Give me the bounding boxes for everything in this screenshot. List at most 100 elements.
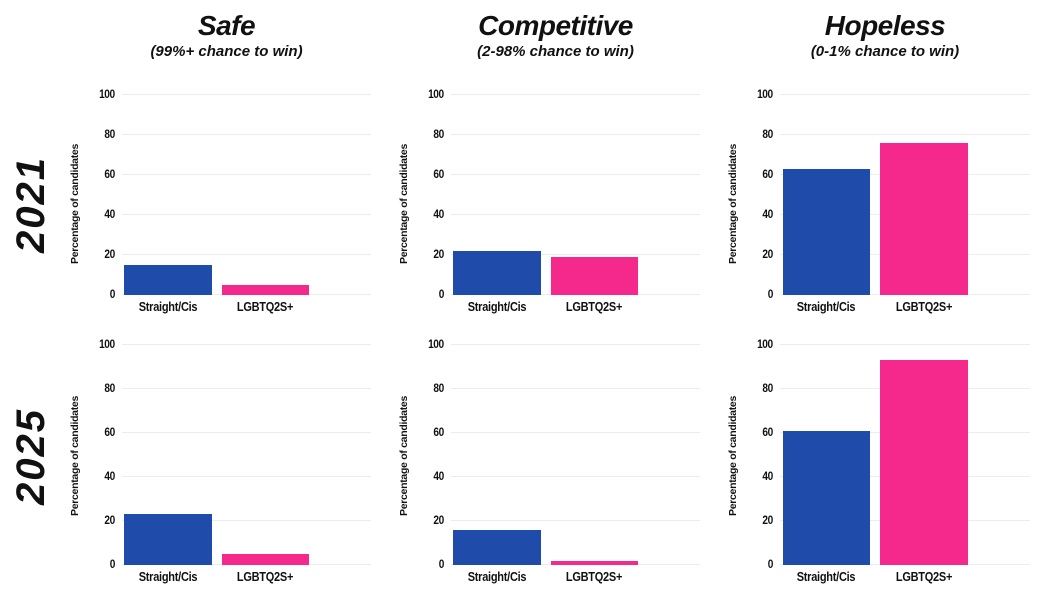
plot-column: 0 20 40 60 80 100 Straight/Cis LGBTQ2S+ [417,321,720,591]
y-tick-label: 60 [762,426,774,439]
y-tick-label: 100 [428,338,444,351]
row-label-2021: 2021 [8,156,53,253]
y-tick-label: 80 [104,382,116,395]
y-axis-label-text: Percentage of candidates [69,144,81,265]
chart-2021-competitive: Percentage of candidates 0 20 40 60 80 100 Stra… [391,88,720,321]
y-tick-label: 20 [104,514,116,527]
gridline [451,174,700,175]
bar-straight-cis [782,169,870,295]
column-title-hopeless: Hopeless [824,10,946,41]
y-axis-label-text: Percentage of candidates [398,395,410,516]
y-tick-label: 20 [433,248,445,261]
y-tick-label: 100 [99,88,115,101]
plot-area: 0 20 40 60 80 100 [428,89,700,300]
plot-column: 0 20 40 60 80 100 Straight/Cis LGBTQ2S+ [88,321,391,591]
y-tick-label: 80 [433,382,445,395]
bar-straight-cis [453,529,541,565]
y-tick-label: 100 [99,338,115,351]
y-tick-label: 0 [109,288,116,301]
gridline [122,134,371,135]
x-axis-labels: Straight/Cis LGBTQ2S+ [122,295,371,321]
x-tick-label-straight-cis: Straight/Cis [796,570,856,584]
gridline [122,214,371,215]
y-tick-label: 60 [104,426,116,439]
column-subtitle-hopeless: (0-1% chance to win) [810,43,960,61]
y-axis-label-text: Percentage of candidates [69,395,81,516]
y-tick-label: 40 [104,470,116,483]
y-axis-label: Percentage of candidates [391,88,417,321]
y-axis-label: Percentage of candidates [62,88,88,321]
chart-row-2021: 2021 Percentage of candidates 0 20 40 60 80 10… [0,88,1050,321]
bar-lgbtq2s [880,143,968,295]
y-axis-label: Percentage of candidates [720,321,746,591]
y-tick-label: 0 [767,558,774,571]
chart-2021-hopeless: Percentage of candidates 0 20 40 60 80 100 Stra… [720,88,1050,321]
gridline [122,432,371,433]
column-title-safe: Safe [197,10,256,41]
y-tick-label: 20 [104,248,116,261]
plot-column: 0 20 40 60 80 100 Straight/Cis LGBTQ2S+ [417,88,720,321]
gridline [122,94,371,95]
chart-2021-safe: Percentage of candidates 0 20 40 60 80 100 Stra… [62,88,391,321]
y-tick-label: 0 [438,558,445,571]
y-tick-label: 80 [762,382,774,395]
x-tick-label-lgbtq2s: LGBTQ2S+ [566,300,623,314]
plot-area: 0 20 40 60 80 100 [99,89,371,300]
x-tick-label-straight-cis: Straight/Cis [467,570,527,584]
y-tick-label: 80 [104,128,116,141]
bar-straight-cis [124,265,212,295]
plot-area: 0 20 40 60 80 100 [428,339,700,570]
bar-lgbtq2s [221,285,309,295]
y-tick-label: 40 [104,208,116,221]
bar-lgbtq2s [550,257,638,295]
x-tick-label-lgbtq2s: LGBTQ2S+ [237,300,294,314]
x-tick-label-straight-cis: Straight/Cis [796,300,856,314]
gridline [451,476,700,477]
column-header-hopeless: Hopeless (0-1% chance to win) [720,0,1050,88]
x-axis-labels: Straight/Cis LGBTQ2S+ [451,295,700,321]
x-tick-label-straight-cis: Straight/Cis [467,300,527,314]
y-tick-label: 80 [433,128,445,141]
y-tick-label: 100 [428,88,444,101]
y-tick-label: 0 [438,288,445,301]
bar-lgbtq2s [550,560,638,565]
y-axis-label-text: Percentage of candidates [727,395,739,516]
column-header-row: Safe (99%+ chance to win) Competitive (2… [0,0,1050,88]
row-label-cell-2025: 2025 [0,321,62,591]
y-tick-label: 60 [104,168,116,181]
x-tick-label-lgbtq2s: LGBTQ2S+ [895,300,953,314]
y-tick-label: 100 [757,338,773,351]
y-axis-label-text: Percentage of candidates [727,144,739,265]
y-axis-label: Percentage of candidates [391,321,417,591]
column-subtitle-safe: (99%+ chance to win) [150,43,303,61]
y-tick-label: 40 [762,470,774,483]
gridline [122,344,371,345]
x-tick-label-straight-cis: Straight/Cis [138,570,198,584]
chart-row-2025: 2025 Percentage of candidates 0 20 40 60 80 10… [0,321,1050,591]
gridline [451,344,700,345]
x-axis-labels: Straight/Cis LGBTQ2S+ [122,565,371,591]
y-tick-label: 60 [433,168,445,181]
gridline [451,214,700,215]
y-tick-label: 100 [757,88,773,101]
x-axis-labels: Straight/Cis LGBTQ2S+ [451,565,700,591]
x-tick-label-lgbtq2s: LGBTQ2S+ [895,570,953,584]
y-tick-label: 20 [433,514,445,527]
y-tick-label: 20 [762,514,774,527]
y-tick-label: 0 [109,558,116,571]
column-subtitle-competitive: (2-98% chance to win) [477,43,634,61]
y-tick-label: 40 [433,470,445,483]
gridline [122,254,371,255]
gridline [451,388,700,389]
plot-column: 0 20 40 60 80 100 Straight/Cis LGBTQ2S+ [746,88,1050,321]
column-header-safe: Safe (99%+ chance to win) [62,0,391,88]
bar-straight-cis [782,430,870,565]
y-axis-label-text: Percentage of candidates [398,144,410,265]
gridline [451,254,700,255]
y-tick-label: 20 [762,248,774,261]
gridline [451,134,700,135]
gridline [122,388,371,389]
gridline [780,134,1030,135]
bar-lgbtq2s [221,554,309,565]
